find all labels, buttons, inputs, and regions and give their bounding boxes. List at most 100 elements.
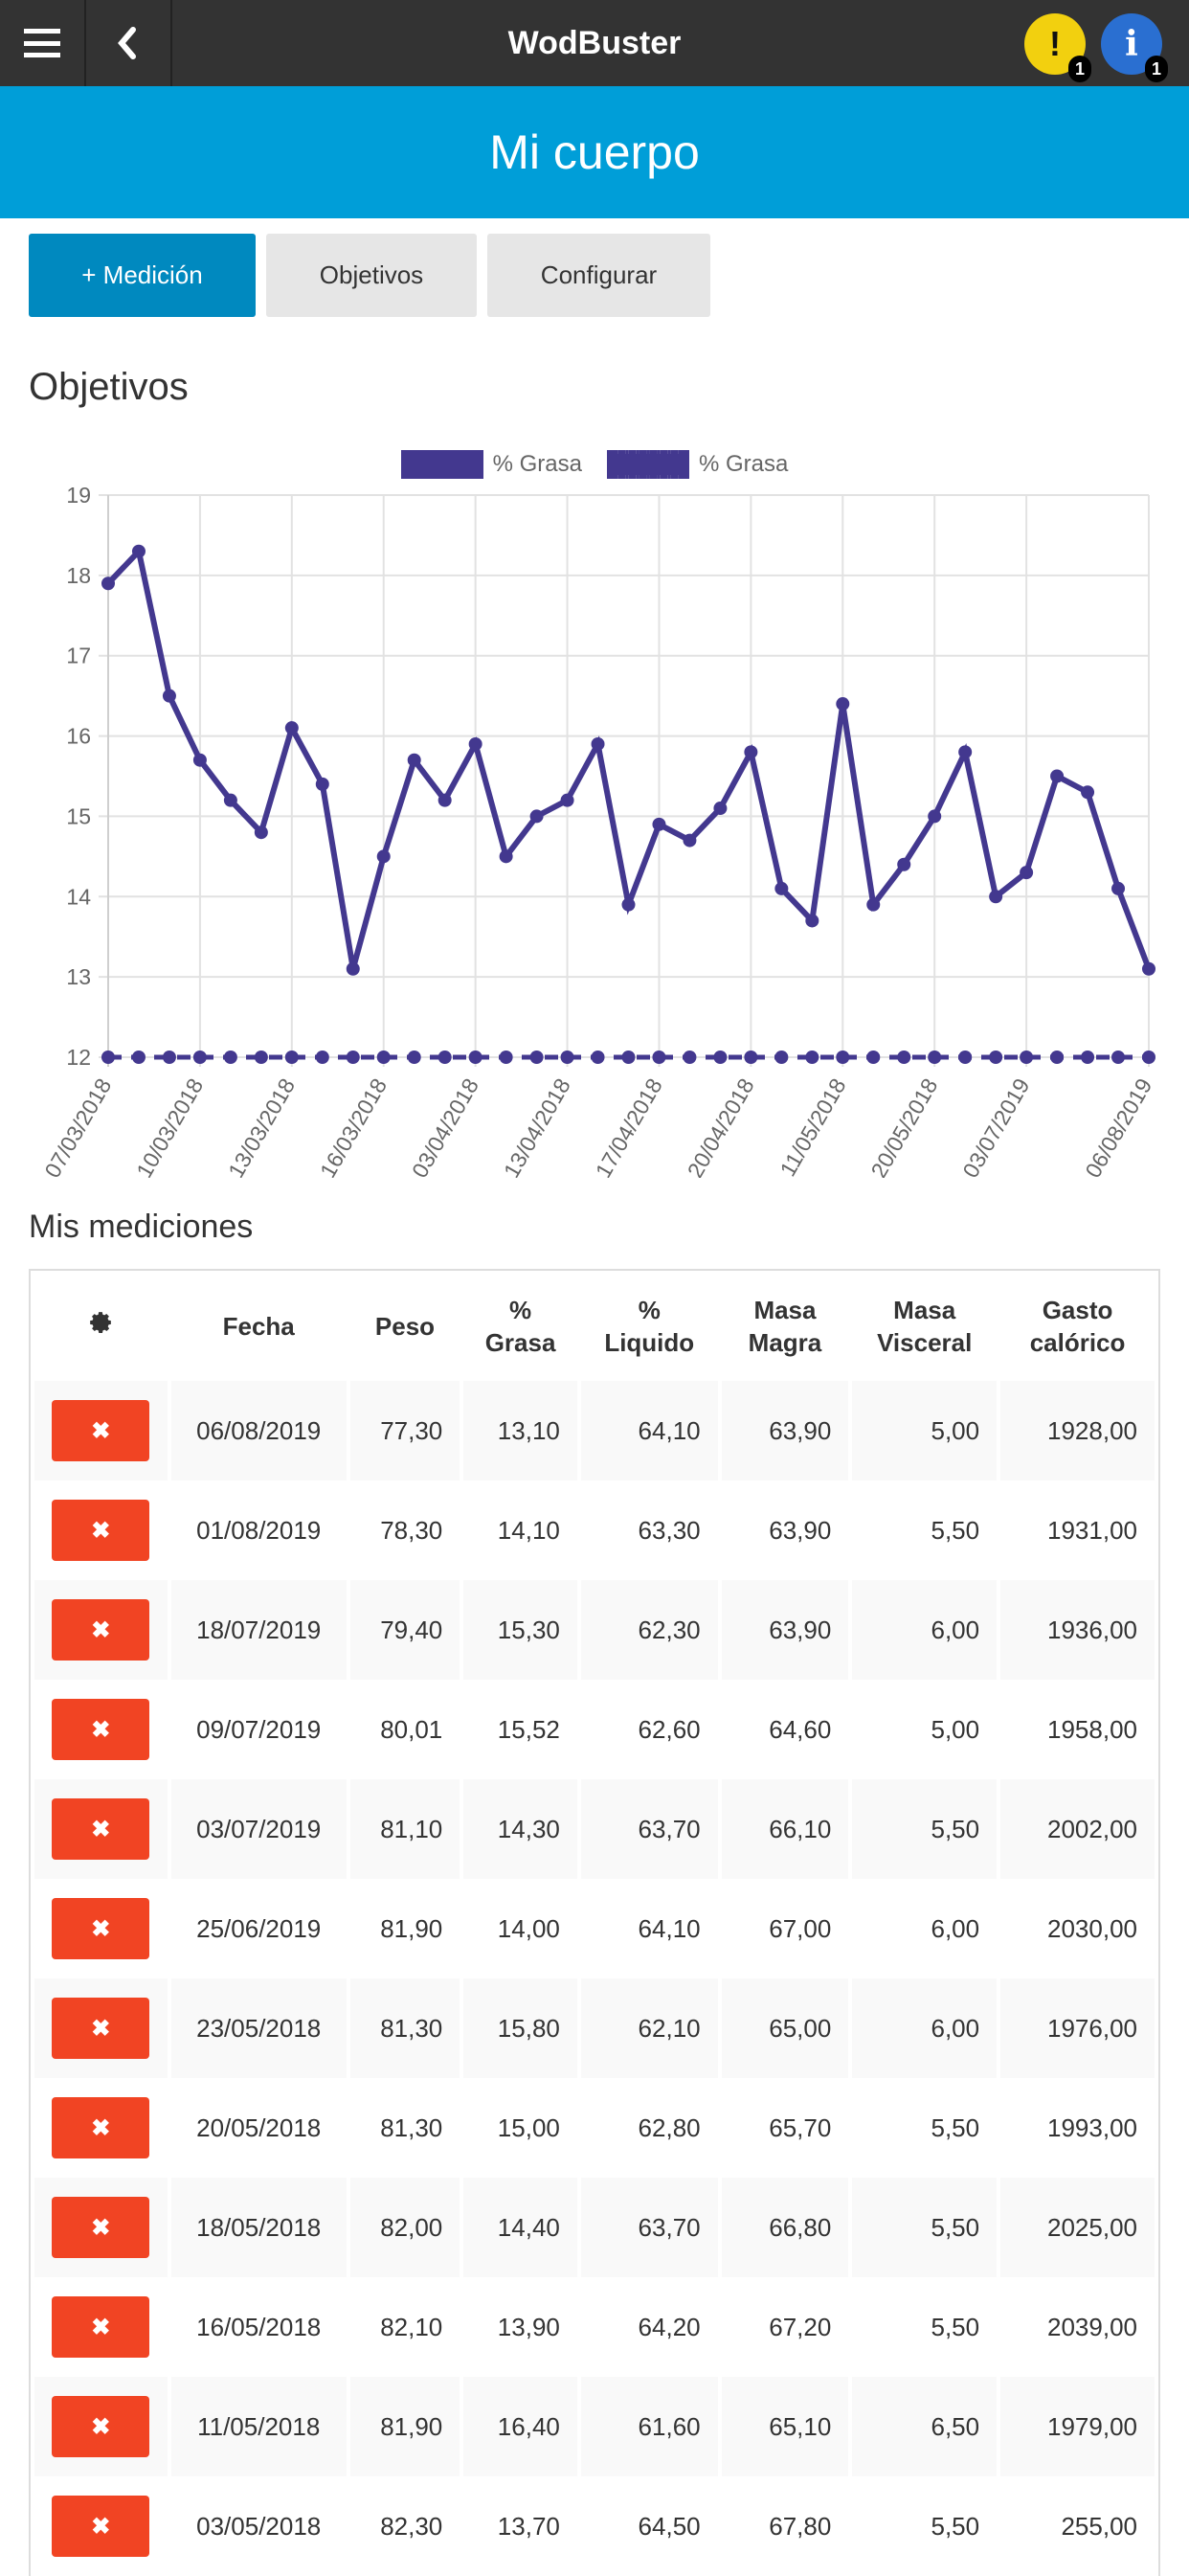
delete-measurement-button[interactable]: ✖: [52, 1400, 150, 1461]
data-point[interactable]: [499, 1051, 513, 1064]
column-header[interactable]: Peso: [350, 1271, 460, 1381]
back-button[interactable]: [86, 0, 172, 86]
data-point[interactable]: [805, 1051, 819, 1064]
delete-measurement-button[interactable]: ✖: [52, 1500, 150, 1561]
settings-column-header[interactable]: [34, 1271, 168, 1381]
data-point[interactable]: [560, 793, 574, 807]
data-point[interactable]: [1081, 1051, 1095, 1064]
data-point[interactable]: [897, 857, 911, 871]
data-point[interactable]: [1081, 785, 1095, 800]
data-point[interactable]: [1020, 866, 1034, 880]
data-point[interactable]: [376, 849, 391, 864]
data-point[interactable]: [621, 1051, 636, 1064]
data-point[interactable]: [529, 809, 544, 824]
data-point[interactable]: [1111, 881, 1126, 895]
data-point[interactable]: [346, 1051, 360, 1064]
legend-item-solid[interactable]: % Grasa: [400, 450, 582, 479]
data-point[interactable]: [621, 897, 636, 912]
data-point[interactable]: [683, 833, 697, 847]
data-point[interactable]: [591, 736, 605, 751]
data-point[interactable]: [499, 849, 513, 864]
data-point[interactable]: [437, 793, 452, 807]
column-header[interactable]: Fecha: [171, 1271, 347, 1381]
objectives-button[interactable]: Objetivos: [266, 234, 477, 317]
data-point[interactable]: [713, 1051, 728, 1064]
data-point[interactable]: [468, 1051, 482, 1064]
data-point[interactable]: [376, 1051, 391, 1064]
data-point[interactable]: [346, 961, 360, 976]
delete-measurement-button[interactable]: ✖: [52, 2396, 150, 2457]
delete-measurement-button[interactable]: ✖: [52, 2097, 150, 2158]
delete-measurement-button[interactable]: ✖: [52, 1599, 150, 1661]
data-point[interactable]: [162, 1051, 176, 1064]
data-point[interactable]: [315, 1051, 329, 1064]
column-header[interactable]: Masa Magra: [722, 1271, 849, 1381]
data-point[interactable]: [836, 697, 850, 712]
column-header[interactable]: Gasto calórico: [1000, 1271, 1155, 1381]
data-point[interactable]: [744, 1051, 758, 1064]
data-point[interactable]: [1142, 1051, 1155, 1064]
data-point[interactable]: [928, 809, 942, 824]
data-point[interactable]: [591, 1051, 605, 1064]
data-point[interactable]: [254, 1051, 268, 1064]
data-point[interactable]: [437, 1051, 452, 1064]
data-point[interactable]: [897, 1051, 911, 1064]
data-point[interactable]: [131, 1051, 146, 1064]
data-point[interactable]: [989, 1051, 1003, 1064]
data-point[interactable]: [652, 817, 666, 831]
data-point[interactable]: [1142, 961, 1155, 976]
data-point[interactable]: [1050, 769, 1065, 783]
data-point[interactable]: [101, 576, 115, 591]
menu-button[interactable]: [0, 0, 86, 86]
data-point[interactable]: [223, 793, 237, 807]
data-point[interactable]: [958, 1051, 973, 1064]
legend-item-dashed[interactable]: % Grasa: [607, 450, 788, 479]
data-point[interactable]: [713, 802, 728, 816]
delete-measurement-button[interactable]: ✖: [52, 2296, 150, 2358]
delete-measurement-button[interactable]: ✖: [52, 1798, 150, 1860]
delete-measurement-button[interactable]: ✖: [52, 1699, 150, 1760]
delete-measurement-button[interactable]: ✖: [52, 2197, 150, 2258]
warning-notification-button[interactable]: ! 1: [1024, 13, 1091, 82]
data-point[interactable]: [162, 689, 176, 703]
column-header[interactable]: % Grasa: [463, 1271, 577, 1381]
data-point[interactable]: [1050, 1051, 1065, 1064]
data-point[interactable]: [223, 1051, 237, 1064]
data-point[interactable]: [529, 1051, 544, 1064]
data-point[interactable]: [1020, 1051, 1034, 1064]
data-point[interactable]: [836, 1051, 850, 1064]
table-cell: 63,70: [580, 1779, 718, 1879]
data-point[interactable]: [192, 753, 207, 767]
data-point[interactable]: [560, 1051, 574, 1064]
add-measurement-button[interactable]: + Medición: [29, 234, 256, 317]
data-point[interactable]: [774, 881, 789, 895]
delete-measurement-button[interactable]: ✖: [52, 2496, 150, 2557]
data-point[interactable]: [468, 736, 482, 751]
column-header[interactable]: Masa Visceral: [852, 1271, 997, 1381]
data-point[interactable]: [989, 890, 1003, 904]
delete-measurement-button[interactable]: ✖: [52, 1898, 150, 1959]
info-notification-button[interactable]: i 1: [1101, 13, 1168, 82]
data-point[interactable]: [1111, 1051, 1126, 1064]
data-point[interactable]: [744, 745, 758, 759]
data-point[interactable]: [958, 745, 973, 759]
data-point[interactable]: [774, 1051, 789, 1064]
column-header[interactable]: % Liquido: [581, 1271, 718, 1381]
data-point[interactable]: [284, 721, 299, 735]
configure-button[interactable]: Configurar: [487, 234, 710, 317]
data-point[interactable]: [866, 1051, 881, 1064]
data-point[interactable]: [101, 1051, 115, 1064]
data-point[interactable]: [284, 1051, 299, 1064]
data-point[interactable]: [131, 544, 146, 558]
delete-measurement-button[interactable]: ✖: [52, 1998, 150, 2059]
data-point[interactable]: [683, 1051, 697, 1064]
data-point[interactable]: [652, 1051, 666, 1064]
data-point[interactable]: [407, 753, 421, 767]
data-point[interactable]: [254, 825, 268, 840]
data-point[interactable]: [315, 777, 329, 791]
data-point[interactable]: [192, 1051, 207, 1064]
data-point[interactable]: [928, 1051, 942, 1064]
data-point[interactable]: [866, 897, 881, 912]
data-point[interactable]: [407, 1051, 421, 1064]
data-point[interactable]: [805, 914, 819, 928]
